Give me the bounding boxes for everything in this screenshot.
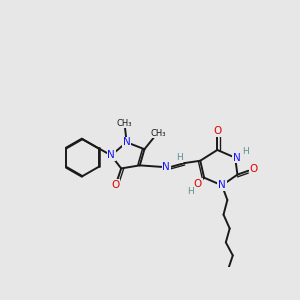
Text: N: N: [107, 150, 115, 160]
Text: O: O: [213, 127, 221, 136]
Text: O: O: [194, 179, 202, 189]
Text: CH₃: CH₃: [116, 118, 132, 127]
Text: N: N: [218, 180, 226, 190]
Text: N: N: [123, 137, 130, 147]
Text: H: H: [176, 153, 183, 162]
Text: H: H: [242, 147, 249, 156]
Text: N: N: [162, 162, 170, 172]
Text: CH₃: CH₃: [151, 128, 166, 137]
Text: N: N: [233, 153, 241, 163]
Text: O: O: [111, 180, 119, 190]
Text: O: O: [250, 164, 258, 174]
Text: H: H: [188, 187, 194, 196]
